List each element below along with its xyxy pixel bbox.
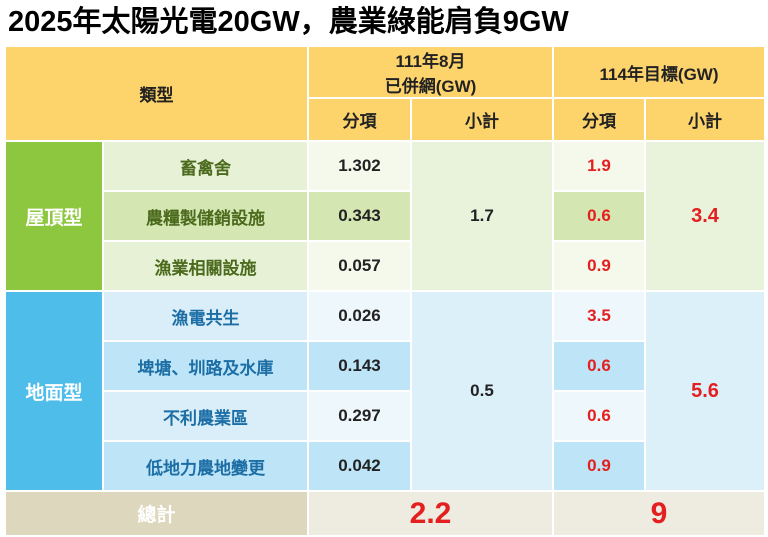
title: 2025年太陽光電20GW，農業綠能肩負9GW — [8, 6, 569, 38]
group-name: 屋頂型 — [4, 140, 104, 292]
group-name: 地面型 — [4, 290, 104, 492]
current-value: 0.343 — [307, 190, 412, 242]
row: 地面型 漁電共生 0.026 0.5 3.5 5.6 — [4, 290, 766, 492]
header-target: 114年目標(GW) — [552, 45, 766, 99]
target-value: 0.6 — [552, 340, 646, 392]
target-value: 3.5 — [552, 290, 646, 342]
row: 低地力農地變更 0.042 0.9 — [5, 440, 765, 492]
item-name: 低地力農地變更 — [102, 440, 309, 492]
total-target: 9 — [552, 490, 766, 537]
header-type: 類型 — [4, 45, 309, 142]
item-name: 漁業相關設施 — [102, 240, 309, 292]
current-value: 0.297 — [307, 390, 412, 442]
current-value: 0.143 — [307, 340, 412, 392]
row: 不利農業區 0.297 0.6 — [5, 390, 765, 442]
total-current: 2.2 — [307, 490, 554, 537]
target-value: 0.6 — [552, 190, 646, 242]
current-subtotal: 1.7 — [410, 140, 554, 292]
subheader: 小計 — [410, 97, 554, 142]
current-subtotal: 0.5 — [410, 290, 554, 492]
table-body: 類型 111年8月 已併網(GW) 114年目標(GW) 分項 小計 分項 小計 … — [4, 45, 766, 537]
item-name: 埤塘、圳路及水庫 — [102, 340, 309, 392]
target-value: 1.9 — [552, 140, 646, 192]
item-name: 漁電共生 — [102, 290, 309, 342]
subheader: 分項 — [307, 97, 412, 142]
energy-table: 類型 111年8月 已併網(GW) 114年目標(GW) 分項 小計 分項 小計 … — [4, 45, 766, 537]
current-value: 0.042 — [307, 440, 412, 492]
subheader: 小計 — [644, 97, 766, 142]
current-value: 1.302 — [307, 140, 412, 192]
row: 屋頂型 畜禽舍 1.302 1.7 1.9 3.4 — [4, 140, 766, 292]
item-name: 農糧製儲銷設施 — [102, 190, 309, 242]
target-value: 0.6 — [552, 390, 646, 442]
header-line: 111年8月 — [395, 52, 466, 71]
item-name: 畜禽舍 — [102, 140, 309, 192]
row: 埤塘、圳路及水庫 0.143 0.6 — [5, 340, 765, 392]
header-current: 111年8月 已併網(GW) — [307, 45, 554, 99]
current-value: 0.026 — [307, 290, 412, 342]
target-value: 0.9 — [552, 440, 646, 492]
header-line: 已併網(GW) — [384, 77, 477, 96]
row: 漁業相關設施 0.057 0.9 — [5, 240, 765, 292]
item-name: 不利農業區 — [102, 390, 309, 442]
target-subtotal: 5.6 — [644, 290, 766, 492]
target-subtotal: 3.4 — [644, 140, 766, 292]
current-value: 0.057 — [307, 240, 412, 292]
subheader: 分項 — [552, 97, 646, 142]
row: 農糧製儲銷設施 0.343 0.6 — [5, 190, 765, 242]
total-row: 總計 2.2 9 — [4, 490, 766, 537]
total-label: 總計 — [4, 490, 309, 537]
target-value: 0.9 — [552, 240, 646, 292]
